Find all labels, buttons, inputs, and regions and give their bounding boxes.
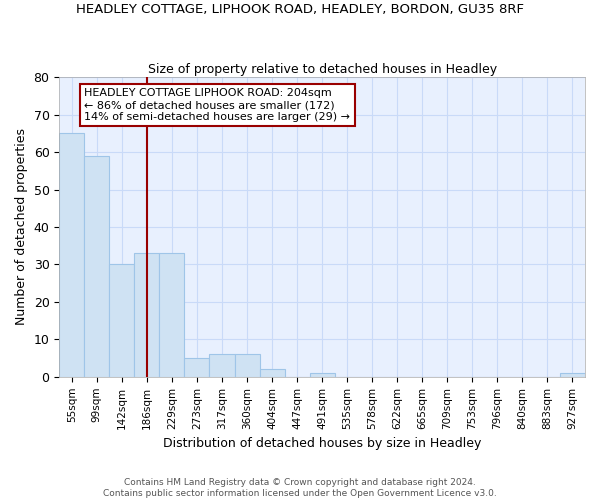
Bar — [310, 373, 335, 377]
Bar — [260, 370, 284, 377]
Text: Contains HM Land Registry data © Crown copyright and database right 2024.
Contai: Contains HM Land Registry data © Crown c… — [103, 478, 497, 498]
Bar — [235, 354, 260, 377]
Bar — [134, 253, 160, 377]
Bar — [160, 253, 184, 377]
Bar — [85, 156, 109, 377]
Text: HEADLEY COTTAGE LIPHOOK ROAD: 204sqm
← 86% of detached houses are smaller (172)
: HEADLEY COTTAGE LIPHOOK ROAD: 204sqm ← 8… — [85, 88, 350, 122]
Y-axis label: Number of detached properties: Number of detached properties — [15, 128, 28, 326]
Bar — [184, 358, 209, 377]
Title: Size of property relative to detached houses in Headley: Size of property relative to detached ho… — [148, 63, 497, 76]
Text: HEADLEY COTTAGE, LIPHOOK ROAD, HEADLEY, BORDON, GU35 8RF: HEADLEY COTTAGE, LIPHOOK ROAD, HEADLEY, … — [76, 2, 524, 16]
Bar — [209, 354, 235, 377]
Bar — [560, 373, 585, 377]
Bar — [59, 134, 85, 377]
X-axis label: Distribution of detached houses by size in Headley: Distribution of detached houses by size … — [163, 437, 481, 450]
Bar — [109, 264, 134, 377]
